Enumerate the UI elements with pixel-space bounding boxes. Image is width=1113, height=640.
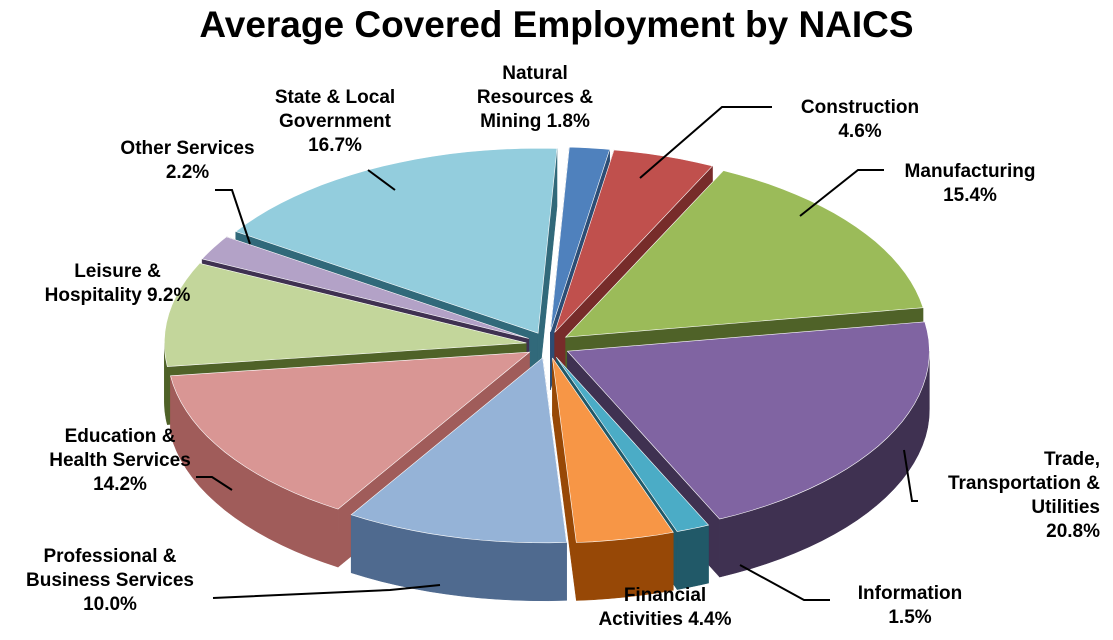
data-label-education-and-health-services: Education & Health Services 14.2% [20,425,220,497]
data-label-line: Health Services [49,450,191,471]
slice-top-leisure-and-hospitality [163,262,527,367]
data-label-leisure-and-hospitality: Leisure & Hospitality 9.2% [5,260,230,308]
slice-top-education-and-health-services [170,351,531,510]
slice-top-state-and-local-government [235,147,558,334]
leader-line-construction [639,106,772,179]
slice-top-other-services [201,236,529,339]
data-label-line: Leisure & [74,261,161,282]
slice-wall-information [676,524,709,590]
data-label-manufacturing: Manufacturing 15.4% [880,160,1060,208]
data-label-line: Transportation & [947,473,1100,494]
slice-financial-activities [552,357,674,601]
leader-line-trade-transportation-and-utilities [903,449,918,502]
leader-line-information [739,564,830,601]
data-label-line: 1.5% [888,607,932,628]
data-label-line: Natural [502,63,568,84]
leader-line-manufacturing [799,169,884,217]
data-label-professional-and-business-services: Professional & Business Services 10.0% [5,545,215,617]
data-label-line: State & Local [274,87,396,108]
data-label-natural-resources-and-mining: Natural Resources & Mining 1.8% [455,62,615,134]
data-label-line: Utilities [1031,497,1100,518]
data-label-line: Professional & [43,546,177,567]
data-label-line: Hospitality 9.2% [44,285,191,306]
data-label-line: Education & [64,426,176,447]
chart-title: Average Covered Employment by NAICS [199,4,914,45]
data-label-line: Trade, [1044,449,1100,470]
leader-line-education-and-health-services [196,476,233,491]
data-label-information: Information 1.5% [830,582,990,630]
leader-line-other-services [215,189,251,245]
data-label-line: 15.4% [943,185,997,206]
slice-top-information [556,357,710,532]
data-label-line: Manufacturing [904,161,1036,182]
data-label-line: 2.2% [165,162,210,183]
data-label-line: Information [857,583,963,604]
data-label-line: Activities 4.4% [598,609,732,630]
data-label-line: Construction [800,97,920,118]
slice-top-trade-transportation-and-utilities [566,321,930,520]
data-label-construction: Construction 4.6% [770,96,950,144]
data-label-line: 14.2% [93,474,147,495]
data-label-line: Resources & [476,87,594,108]
data-label-line: Government [279,111,391,132]
data-label-line: Business Services [26,570,194,591]
slice-top-professional-and-business-services [350,357,567,544]
data-label-line: Other Services [120,138,255,159]
slice-top-natural-resources-and-mining [550,146,611,332]
slice-professional-and-business-services [350,357,567,602]
data-label-line: 20.8% [1046,521,1100,542]
slice-top-manufacturing [564,170,924,338]
slice-education-and-health-services [170,351,531,568]
data-label-line: Mining 1.8% [480,111,590,132]
data-label-financial-activities: Financial Activities 4.4% [575,584,755,632]
leader-line-professional-and-business-services [212,584,441,599]
data-label-line: 10.0% [83,594,137,615]
leader-line-state-and-local-government [367,169,396,191]
data-label-line: Financial [623,585,707,606]
data-label-other-services: Other Services 2.2% [95,137,280,185]
data-label-line: 4.6% [838,121,882,142]
data-label-trade-transportation-and-utilities: Trade, Transportation & Utilities 20.8% [910,448,1100,544]
data-label-state-and-local-government: State & Local Government 16.7% [255,86,415,158]
slice-top-financial-activities [552,357,674,543]
data-label-line: 16.7% [308,135,362,156]
